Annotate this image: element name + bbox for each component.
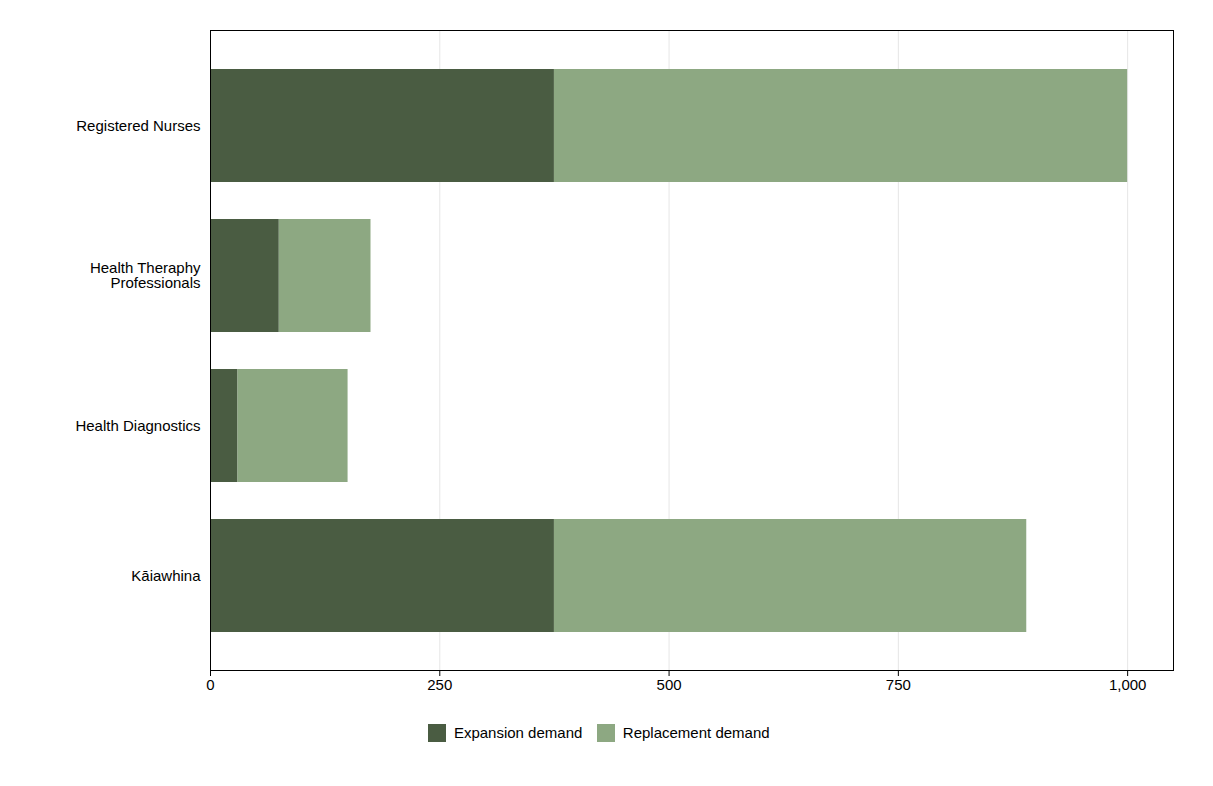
svg-text:1,000: 1,000 xyxy=(1109,676,1147,693)
svg-text:Health Diagnostics: Health Diagnostics xyxy=(75,417,200,434)
svg-text:250: 250 xyxy=(427,676,452,693)
html-text:Replacement demand: Replacement demand xyxy=(622,724,770,741)
svg-text:Kāiawhina: Kāiawhina xyxy=(131,567,201,584)
svg-text:Health TheraphyProfessionals: Health TheraphyProfessionals xyxy=(90,259,201,291)
svg-text:Registered Nurses: Registered Nurses xyxy=(76,117,200,134)
svg-text:750: 750 xyxy=(886,676,911,693)
html-text:Expansion demand: Expansion demand xyxy=(453,724,583,741)
svg-text:0: 0 xyxy=(206,676,214,693)
svg-text:500: 500 xyxy=(657,676,682,693)
